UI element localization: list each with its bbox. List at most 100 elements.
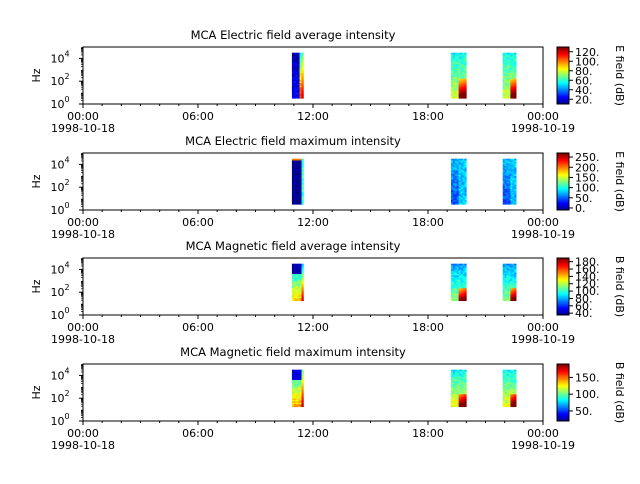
heatmap-cell [297, 405, 300, 408]
heatmap-cell [452, 74, 456, 76]
heatmap-cell [295, 79, 298, 82]
heatmap-cell [452, 174, 456, 177]
heatmap-cell [460, 388, 463, 390]
colorbar-segment [557, 294, 569, 297]
colorbar-segment [557, 377, 569, 379]
heatmap-cell [508, 371, 511, 373]
heatmap-cell [514, 280, 517, 283]
colorbar-segment [557, 96, 569, 99]
heatmap-cell [504, 68, 507, 71]
heatmap-cell [454, 369, 458, 372]
heatmap-cell [508, 392, 511, 395]
heatmap-cell [454, 192, 458, 195]
heatmap-cell [462, 177, 465, 179]
heatmap-cell [458, 378, 461, 380]
heatmap-cell [514, 177, 517, 179]
heatmap-cell [504, 158, 507, 161]
heatmap-cell [301, 391, 304, 393]
heatmap-cell [512, 184, 515, 187]
heatmap-cell [452, 171, 456, 174]
heatmap-cell [514, 68, 517, 71]
heatmap-cell [458, 52, 461, 55]
heatmap-cell [460, 180, 463, 182]
colorbar-segment [557, 206, 569, 209]
heatmap-cell [301, 190, 304, 192]
heatmap-cell [458, 76, 461, 79]
heatmap-cell [458, 177, 461, 179]
heatmap-cell [451, 171, 454, 174]
heatmap-cell [512, 369, 515, 372]
heatmap-cell [454, 267, 458, 270]
heatmap-cell [297, 280, 300, 283]
heatmap-cell [512, 158, 515, 161]
heatmap-cell [504, 76, 507, 79]
heatmap-cell [506, 376, 509, 379]
heatmap-cell [502, 72, 505, 75]
heatmap-cell [301, 395, 304, 398]
heatmap-cell [464, 158, 467, 161]
heatmap-cell [451, 175, 454, 178]
heatmap-cell [452, 59, 456, 62]
heatmap-cell [504, 181, 507, 184]
heatmap-cell [297, 282, 300, 284]
heatmap-cell [297, 386, 300, 389]
heatmap-cell [456, 187, 459, 189]
heatmap-cell [502, 84, 505, 86]
x-date-start: 1998-10-18 [51, 333, 115, 346]
heatmap-cell [458, 171, 461, 174]
heatmap-cell [514, 84, 517, 86]
heatmap-cell [502, 285, 505, 287]
heatmap-cell [301, 178, 304, 181]
heatmap-cell [297, 295, 300, 297]
heatmap-cell [510, 89, 513, 92]
heatmap-cell [504, 402, 507, 405]
heatmap-cell [299, 181, 302, 184]
heatmap-cell [514, 96, 517, 99]
heatmap-cell [454, 180, 458, 182]
heatmap-cell [293, 174, 297, 177]
heatmap-cell [510, 371, 513, 373]
heatmap-cell [506, 375, 509, 378]
heatmap-cell [295, 265, 298, 267]
heatmap-cell [295, 69, 298, 72]
heatmap-cell [297, 270, 300, 273]
heatmap-cell [299, 399, 302, 402]
heatmap-cell [454, 385, 458, 388]
heatmap-cell [510, 279, 513, 282]
colorbar-segment [557, 379, 569, 382]
heatmap-cell [295, 382, 298, 385]
heatmap-cell [460, 54, 463, 56]
heatmap-cell [502, 389, 505, 392]
heatmap-cell [291, 372, 295, 375]
heatmap-cell [512, 64, 515, 66]
heatmap-cell [301, 272, 304, 274]
heatmap-cell [514, 376, 517, 379]
heatmap-cell [462, 379, 465, 382]
heatmap-cell [464, 376, 467, 379]
heatmap-cell [293, 158, 297, 161]
heatmap-cell [458, 78, 461, 81]
heatmap-cell [452, 198, 456, 201]
heatmap-cell [454, 86, 458, 89]
heatmap-cell [295, 403, 298, 406]
heatmap-cell [299, 84, 302, 86]
colorbar-segment [557, 98, 569, 100]
heatmap-cell [462, 158, 465, 161]
heatmap-cell [464, 270, 467, 273]
heatmap-cell [456, 373, 459, 376]
heatmap-cell [510, 299, 513, 302]
heatmap-cell [451, 170, 454, 172]
heatmap-cell [454, 74, 458, 76]
heatmap-cell [514, 64, 517, 66]
heatmap-cell [506, 389, 509, 392]
heatmap-cell [458, 71, 461, 73]
heatmap-cell [293, 401, 297, 403]
heatmap-cell [464, 165, 467, 168]
heatmap-cell [462, 96, 465, 99]
heatmap-cell [299, 71, 302, 73]
colorbar-segment [557, 157, 569, 160]
heatmap-cell [512, 190, 515, 192]
heatmap-cell [291, 168, 295, 171]
heatmap-cell [506, 372, 509, 375]
colorbar-segment [557, 367, 569, 370]
